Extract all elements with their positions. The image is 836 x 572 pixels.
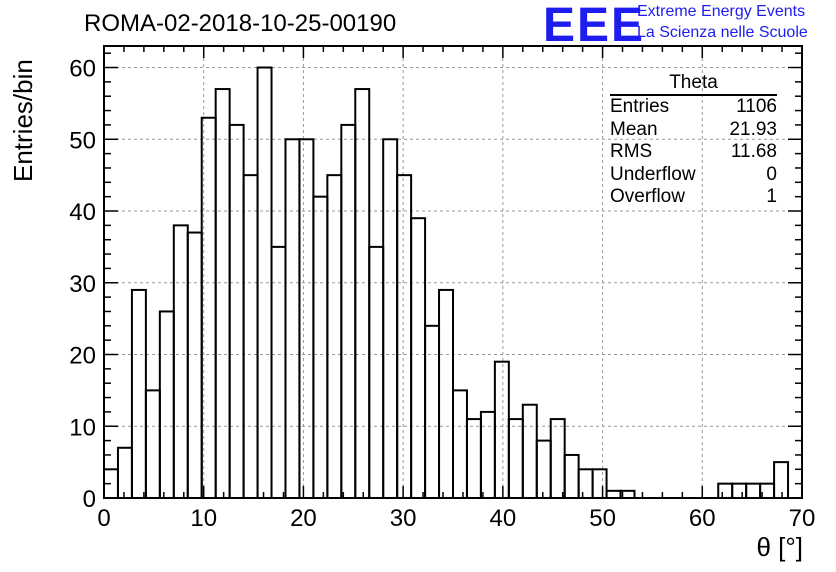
histogram-bin (284, 138, 301, 499)
logo-subtitle-line1: Extreme Energy Events (637, 3, 806, 20)
stats-row-entries: Entries 1106 (610, 96, 777, 119)
eee-logo: EEE (543, 0, 646, 52)
stats-value: 21.93 (729, 118, 777, 140)
x-tick-label: 70 (789, 505, 816, 532)
y-tick-label: 20 (69, 343, 96, 370)
stats-label: Underflow (610, 163, 696, 185)
logo-subtitle-line2: La Scienza nelle Scuole (637, 24, 808, 41)
histogram-bin (382, 138, 399, 499)
y-tick-label: 10 (69, 414, 96, 441)
histogram-bin (438, 288, 455, 499)
y-tick-label: 30 (69, 271, 96, 298)
histogram-bin (605, 489, 622, 500)
x-tick-label: 30 (390, 505, 417, 532)
x-tick-label: 10 (190, 505, 217, 532)
histogram-bin (326, 174, 343, 499)
stats-box: Theta Entries 1106 Mean 21.93 RMS 11.68 … (610, 73, 777, 209)
stats-value: 11.68 (730, 141, 777, 163)
histogram-bin (465, 418, 482, 500)
histogram-bin (298, 138, 315, 499)
stats-value: 0 (766, 163, 777, 185)
x-tick-label: 50 (589, 505, 616, 532)
histogram-bin (368, 245, 385, 499)
y-tick-label: 60 (69, 56, 96, 83)
histogram-bin (424, 324, 441, 499)
stats-row-underflow: Underflow 0 (610, 164, 777, 187)
histogram-bin (410, 217, 427, 499)
plot-frame (103, 45, 803, 499)
histogram-bin (479, 410, 496, 499)
histogram-bin (214, 88, 231, 500)
histogram-bin (354, 88, 371, 500)
histogram-bin (270, 245, 287, 499)
x-tick-label: 60 (689, 505, 716, 532)
x-tick-label: 20 (290, 505, 317, 532)
x-tick-label: 40 (490, 505, 517, 532)
stats-label: Overflow (610, 186, 685, 208)
stats-label: Entries (610, 96, 670, 117)
stats-label: RMS (610, 141, 653, 163)
histogram-bin (396, 174, 413, 499)
histogram-bin (591, 468, 608, 499)
stats-value: 1 (766, 186, 777, 208)
histogram-bin (144, 389, 161, 499)
histogram-bin (535, 439, 552, 500)
histogram-bin (717, 482, 734, 499)
stats-label: Mean (610, 118, 658, 140)
stats-title: Theta (610, 73, 777, 96)
histogram-bin (452, 389, 468, 499)
histogram-bin (340, 123, 357, 500)
histogram-bin (493, 360, 510, 499)
histogram-bin (242, 174, 259, 499)
stats-value: 1106 (736, 96, 777, 117)
y-tick-label: 40 (69, 199, 96, 226)
x-axis-label: θ [°] (756, 532, 803, 562)
histogram-bin (130, 288, 147, 499)
histogram-bin (563, 453, 580, 500)
histogram-bin (172, 224, 189, 499)
y-tick-label: 0 (83, 486, 96, 513)
histogram-bin (312, 195, 329, 500)
x-tick-label: 0 (97, 505, 110, 532)
histogram-bin (256, 66, 273, 500)
histogram-bin (521, 403, 538, 500)
histogram-title: ROMA-02-2018-10-25-00190 (84, 10, 397, 37)
stats-row-rms: RMS 11.68 (610, 141, 777, 164)
histogram-bin (116, 446, 133, 499)
stats-row-mean: Mean 21.93 (610, 119, 777, 142)
histogram-bin (731, 482, 748, 499)
histogram-bin (186, 231, 203, 500)
stats-row-overflow: Overflow 1 (610, 186, 777, 209)
y-tick-label: 50 (69, 127, 96, 154)
histogram-bin (507, 418, 524, 500)
histogram-bin (158, 310, 175, 500)
histogram-bin (745, 482, 762, 499)
histogram-bin (549, 418, 566, 500)
histogram-bin (228, 123, 245, 500)
histogram-bin (773, 461, 790, 499)
histogram-bin (577, 468, 594, 499)
